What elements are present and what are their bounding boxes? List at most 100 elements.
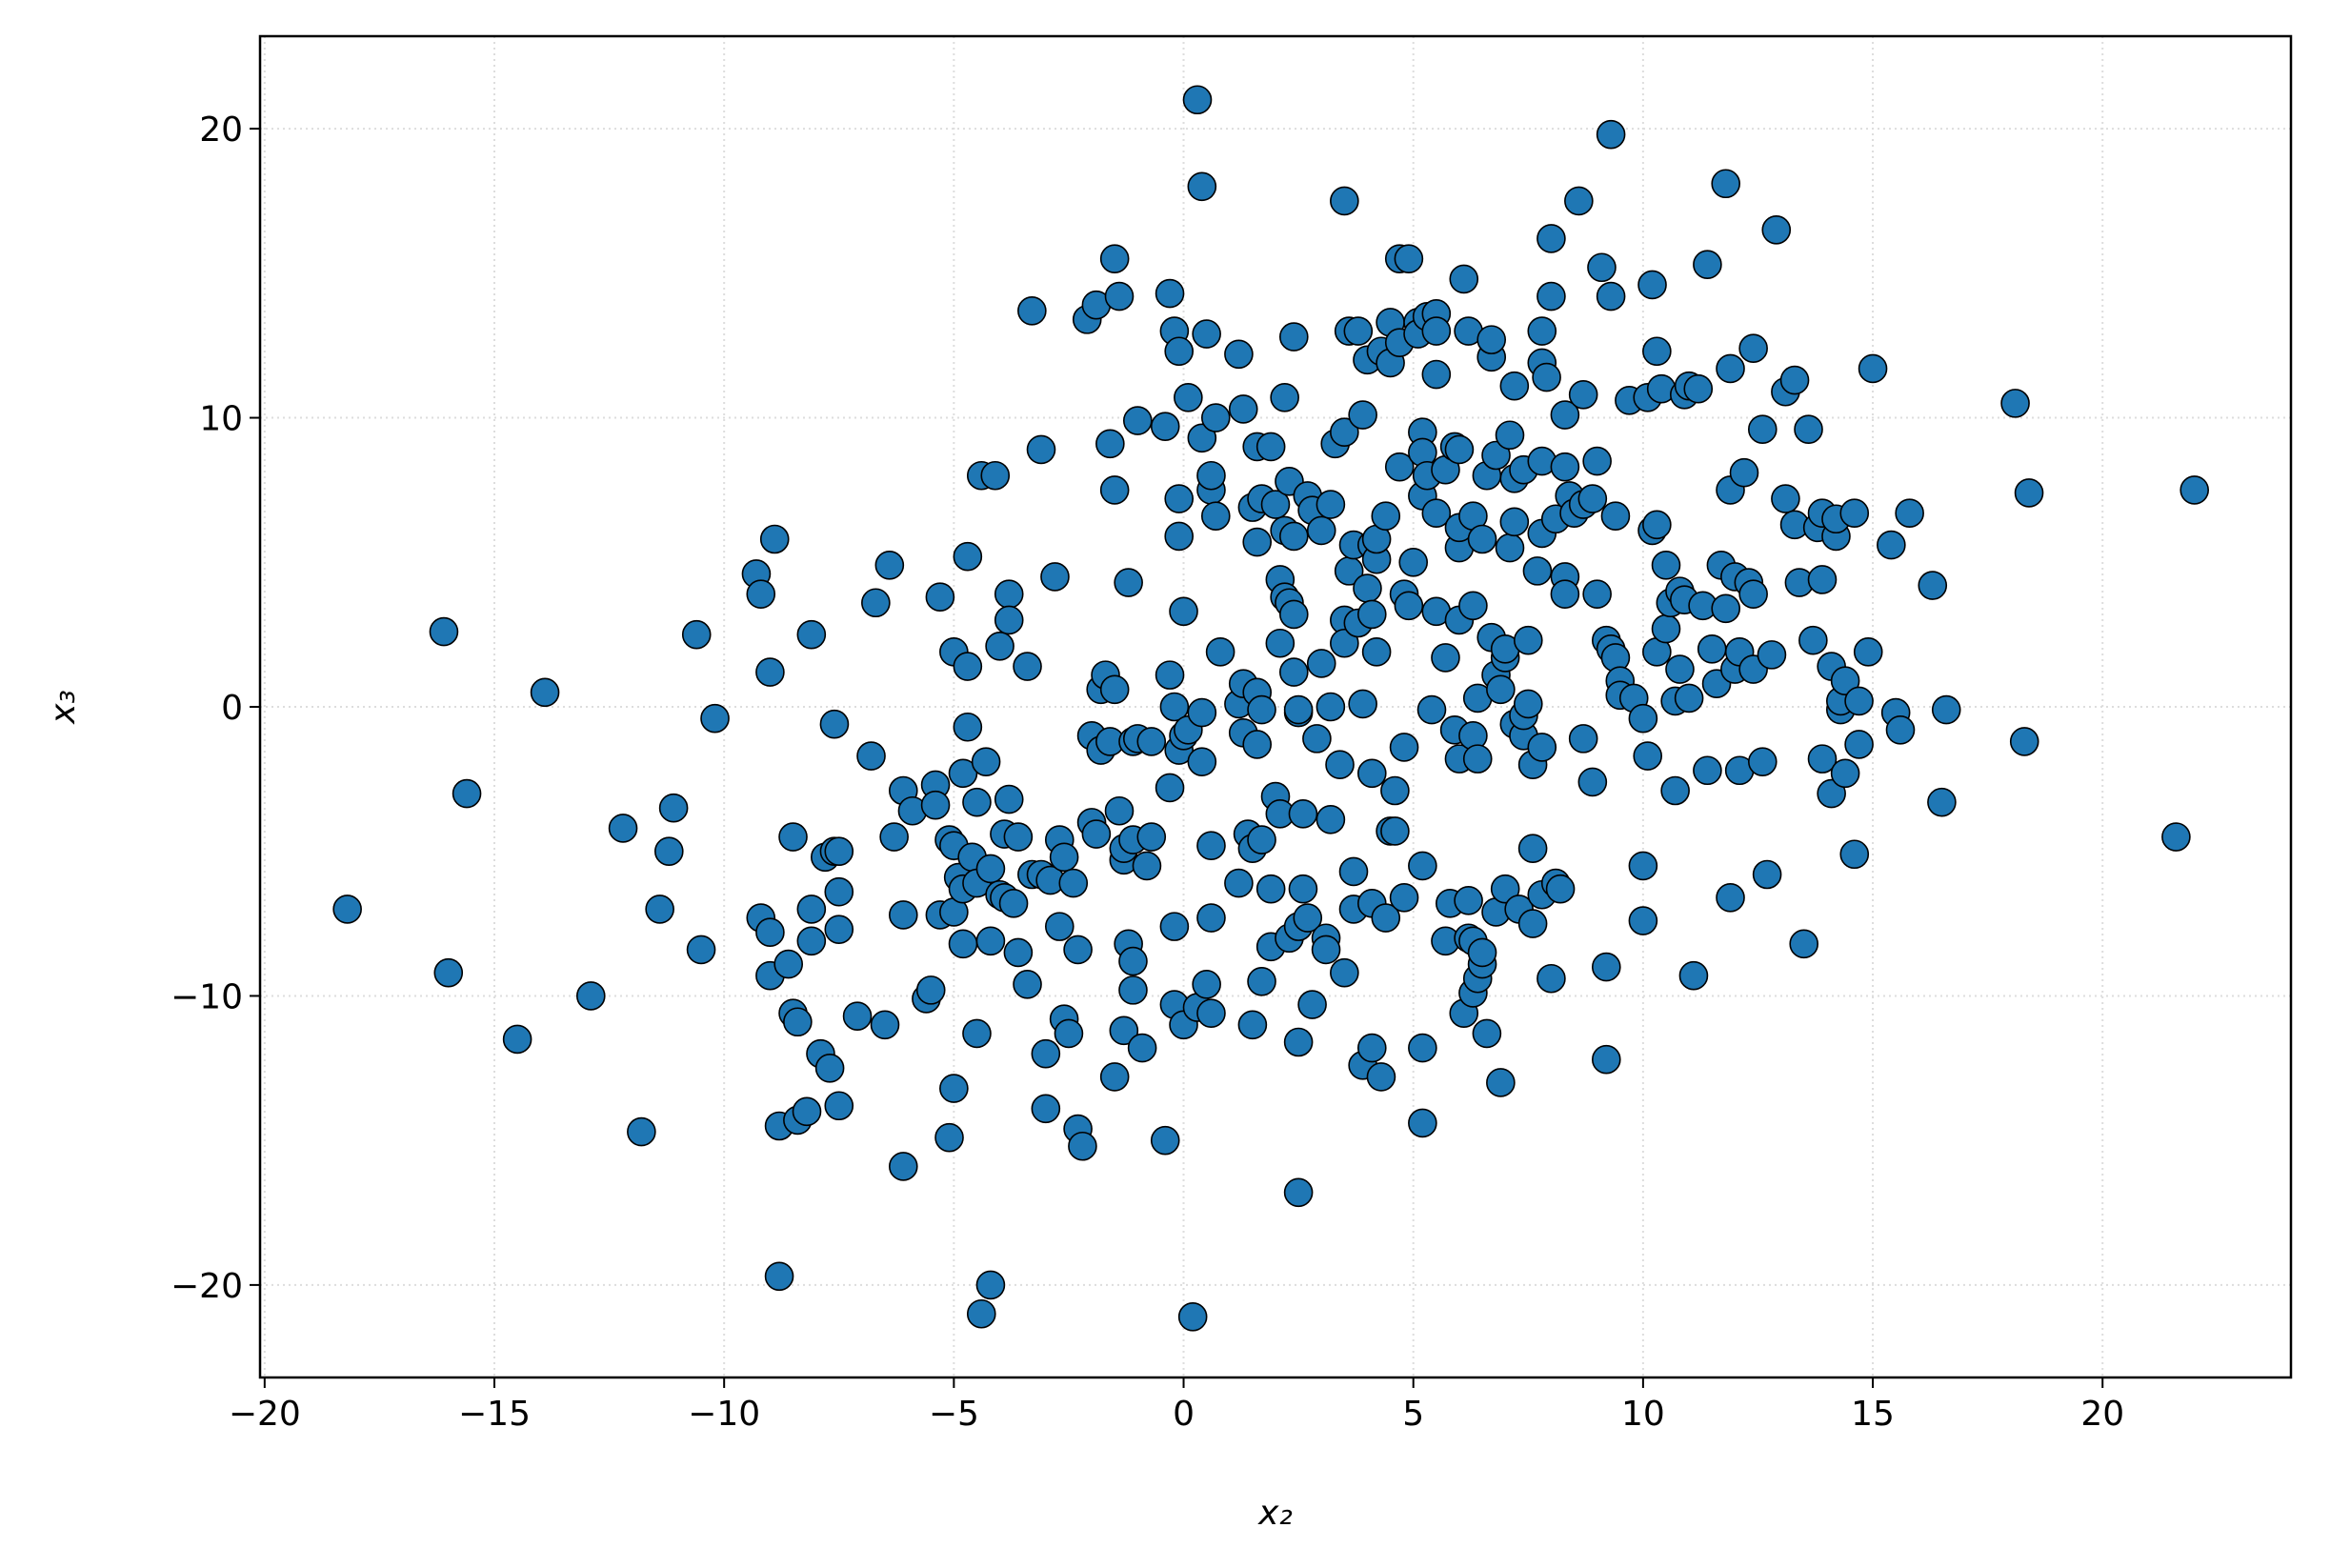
point bbox=[1830, 758, 1860, 789]
point bbox=[1678, 960, 1709, 991]
point bbox=[1192, 970, 1221, 999]
point bbox=[1150, 412, 1180, 441]
y-tick-label: −10 bbox=[171, 977, 243, 1016]
point bbox=[1458, 591, 1488, 621]
point bbox=[1044, 912, 1075, 941]
point bbox=[773, 949, 804, 979]
point bbox=[1356, 758, 1387, 789]
point bbox=[1711, 593, 1741, 624]
point bbox=[1054, 1018, 1084, 1049]
point bbox=[1371, 903, 1401, 933]
point bbox=[953, 712, 983, 742]
point bbox=[796, 895, 827, 924]
point bbox=[1389, 733, 1419, 762]
x-tick-label: 5 bbox=[1402, 1395, 1424, 1434]
point bbox=[1187, 423, 1217, 453]
point bbox=[796, 619, 827, 650]
point bbox=[1302, 724, 1332, 754]
point bbox=[1665, 654, 1695, 684]
point bbox=[755, 657, 785, 687]
point bbox=[1325, 750, 1355, 779]
point bbox=[608, 814, 638, 843]
point bbox=[1807, 744, 1838, 774]
point bbox=[1877, 530, 1906, 560]
point bbox=[653, 836, 684, 867]
point bbox=[1136, 822, 1167, 852]
point bbox=[1651, 613, 1681, 644]
point bbox=[1408, 1108, 1437, 1138]
point bbox=[1761, 215, 1792, 245]
point bbox=[1693, 250, 1722, 280]
point bbox=[1155, 278, 1185, 309]
x-tick-label: −20 bbox=[229, 1395, 301, 1434]
point bbox=[824, 1091, 854, 1121]
point bbox=[1200, 501, 1231, 532]
point bbox=[746, 579, 776, 609]
point bbox=[1031, 1038, 1061, 1069]
point bbox=[1177, 1301, 1208, 1332]
point bbox=[1674, 683, 1704, 714]
point bbox=[1169, 596, 1198, 627]
point bbox=[1384, 452, 1415, 482]
point bbox=[1205, 637, 1235, 667]
point bbox=[994, 784, 1024, 814]
point bbox=[1628, 906, 1658, 935]
point bbox=[1495, 533, 1525, 563]
point bbox=[1394, 591, 1424, 621]
point bbox=[1408, 1033, 1437, 1063]
point bbox=[1931, 694, 1961, 725]
point bbox=[1200, 403, 1231, 432]
point bbox=[1109, 1015, 1139, 1046]
point bbox=[1490, 874, 1520, 904]
point bbox=[1798, 625, 1828, 655]
point bbox=[1651, 551, 1681, 580]
point bbox=[962, 1018, 992, 1049]
point bbox=[1537, 224, 1566, 253]
point bbox=[1853, 637, 1883, 667]
point bbox=[975, 926, 1006, 956]
point bbox=[994, 579, 1024, 609]
point bbox=[1408, 851, 1437, 881]
point bbox=[1159, 692, 1190, 722]
point bbox=[778, 822, 808, 852]
point bbox=[1596, 119, 1626, 150]
point bbox=[1164, 521, 1195, 552]
point bbox=[1577, 767, 1608, 797]
point bbox=[966, 1298, 996, 1329]
point bbox=[1224, 339, 1254, 370]
point bbox=[700, 703, 730, 734]
point bbox=[975, 1270, 1006, 1300]
point bbox=[686, 935, 716, 965]
point bbox=[1380, 775, 1410, 806]
point bbox=[1545, 874, 1576, 904]
point bbox=[1122, 406, 1153, 435]
point bbox=[627, 1116, 656, 1147]
point bbox=[1099, 475, 1130, 505]
point bbox=[1844, 686, 1874, 716]
x-tick-label: 0 bbox=[1173, 1395, 1195, 1434]
point bbox=[1844, 730, 1874, 759]
point bbox=[1449, 264, 1479, 294]
point bbox=[1311, 935, 1341, 965]
point bbox=[1513, 689, 1543, 719]
y-tick-label: 10 bbox=[199, 400, 243, 439]
point bbox=[1582, 446, 1612, 476]
point bbox=[1265, 628, 1296, 658]
point bbox=[1486, 674, 1516, 705]
point bbox=[792, 1096, 822, 1127]
point bbox=[1486, 1068, 1516, 1097]
point bbox=[1577, 484, 1608, 513]
point bbox=[1013, 970, 1042, 999]
point bbox=[879, 822, 909, 852]
point bbox=[1306, 649, 1336, 678]
point bbox=[645, 895, 674, 924]
point bbox=[755, 917, 785, 947]
point bbox=[1132, 851, 1162, 881]
point bbox=[1830, 666, 1860, 695]
point bbox=[783, 1007, 813, 1037]
point bbox=[1224, 868, 1254, 898]
point bbox=[1628, 703, 1658, 734]
point bbox=[1537, 963, 1566, 994]
point bbox=[681, 619, 712, 650]
